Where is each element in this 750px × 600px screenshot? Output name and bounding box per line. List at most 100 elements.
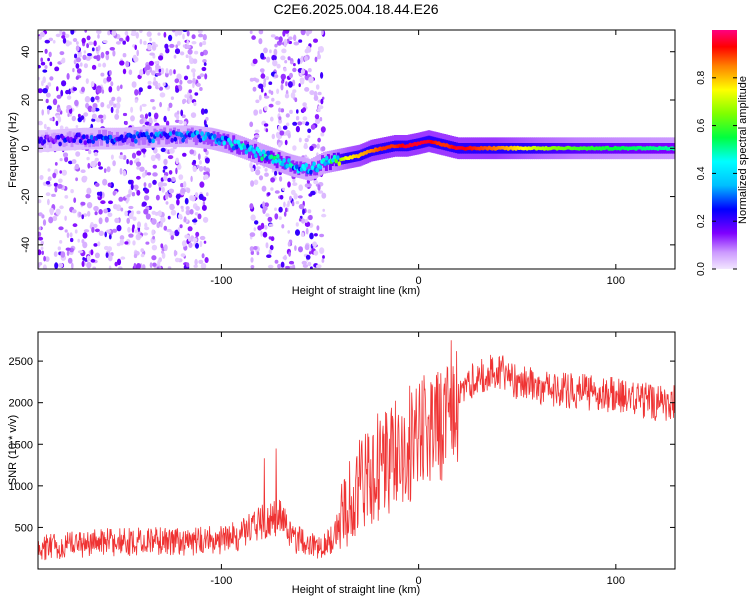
noise-speckle-304 [78, 211, 82, 218]
noise-speckle-1114 [253, 227, 256, 232]
noise-speckle-303 [66, 95, 72, 100]
ridge-cell--169.0 [83, 140, 88, 146]
noise-speckle-1282 [278, 206, 283, 213]
noise-speckle-1278 [304, 55, 308, 62]
noise-speckle-872 [73, 59, 77, 65]
noise-speckle-882 [41, 250, 44, 255]
noise-speckle-846 [62, 152, 69, 158]
noise-speckle-365 [102, 40, 108, 44]
noise-speckle-554 [86, 202, 93, 209]
noise-speckle-960 [304, 138, 309, 143]
noise-speckle-902 [140, 253, 145, 258]
noise-speckle-1152 [265, 76, 269, 81]
noise-speckle-854 [66, 105, 72, 110]
noise-speckle-87 [163, 115, 167, 123]
noise-speckle-824 [42, 69, 48, 73]
noise-speckle-162 [60, 89, 64, 97]
noise-speckle-1017 [264, 168, 268, 172]
noise-speckle-498 [160, 67, 165, 75]
noise-speckle-296 [87, 210, 91, 217]
noise-speckle-458 [152, 262, 157, 267]
noise-speckle-425 [41, 109, 44, 116]
noise-speckle-1117 [259, 68, 265, 73]
noise-speckle-1315 [273, 48, 278, 56]
noise-speckle-457 [204, 73, 208, 80]
ridge-cell--69.0 [280, 161, 285, 167]
noise-speckle-762 [201, 253, 205, 259]
noise-speckle-569 [194, 92, 199, 96]
noise-speckle-370 [162, 169, 166, 173]
noise-speckle-355 [176, 114, 180, 120]
noise-speckle-46 [95, 117, 101, 123]
noise-speckle-515 [199, 73, 205, 78]
noise-speckle-1025 [289, 109, 293, 114]
noise-speckle-473 [183, 216, 187, 223]
noise-speckle-1285 [310, 190, 316, 196]
ridge-band--185 [52, 132, 56, 144]
noise-speckle-476 [192, 77, 196, 84]
snr-ytick-label-2500: 2500 [9, 356, 33, 368]
ridge-band--113 [194, 134, 198, 146]
noise-speckle-1105 [293, 41, 300, 46]
noise-speckle-1065 [288, 260, 295, 265]
noise-speckle-886 [140, 248, 144, 253]
noise-speckle-726 [59, 205, 64, 210]
noise-speckle-685 [107, 212, 113, 218]
noise-speckle-1297 [309, 145, 314, 151]
noise-speckle-1348 [285, 265, 290, 269]
noise-speckle-542 [184, 94, 188, 98]
noise-speckle-350 [198, 193, 204, 200]
noise-speckle-1345 [250, 167, 255, 172]
noise-speckle-914 [56, 108, 62, 113]
ridge-cell--98.6 [222, 140, 226, 146]
noise-speckle-865 [96, 191, 101, 196]
noise-speckle-274 [84, 30, 87, 33]
ridge-cell--156.2 [108, 134, 113, 140]
noise-speckle-744 [133, 253, 138, 259]
noise-speckle-201 [122, 53, 127, 58]
ridge-cell--40.2 [337, 161, 342, 167]
noise-speckle-1323 [264, 95, 270, 99]
noise-speckle-527 [133, 184, 139, 190]
noise-speckle-1092 [270, 177, 275, 183]
noise-speckle-1279 [253, 246, 258, 250]
noise-speckle-752 [168, 170, 173, 175]
noise-speckle-104 [145, 241, 150, 245]
noise-speckle-843 [189, 149, 195, 155]
noise-speckle-768 [47, 176, 52, 182]
noise-speckle-638 [157, 32, 161, 36]
noise-speckle-951 [270, 34, 276, 38]
ridge-cell--46.6 [324, 155, 329, 161]
noise-speckle-352 [160, 177, 164, 182]
noise-speckle-298 [152, 80, 158, 86]
noise-speckle-428 [100, 72, 105, 77]
noise-speckle-511 [106, 76, 112, 82]
ridge-cell--134.6 [151, 138, 155, 144]
noise-speckle-714 [160, 216, 166, 223]
noise-speckle-435 [69, 41, 72, 45]
noise-speckle-620 [170, 96, 174, 100]
noise-speckle-255 [129, 160, 133, 166]
ridge-band--132 [157, 133, 161, 145]
noise-speckle-208 [51, 193, 56, 197]
ridge-cell--87.4 [244, 149, 249, 155]
noise-speckle-369 [194, 212, 199, 216]
noise-speckle-1227 [263, 123, 269, 127]
noise-speckle-1268 [308, 76, 314, 84]
noise-speckle-503 [49, 76, 54, 81]
noise-speckle-784 [114, 217, 120, 224]
noise-speckle-776 [136, 150, 142, 156]
noise-speckle-1012 [322, 255, 325, 259]
noise-speckle-60 [38, 249, 42, 256]
noise-speckle-39 [88, 149, 92, 155]
noise-speckle-1231 [260, 73, 266, 79]
noise-speckle-330 [71, 115, 77, 122]
noise-speckle-805 [65, 247, 71, 251]
noise-speckle-373 [168, 34, 173, 42]
noise-speckle-797 [151, 255, 157, 261]
ridge-band--91 [238, 144, 242, 155]
noise-speckle-281 [56, 94, 62, 99]
ridge-band--160 [102, 129, 106, 141]
noise-speckle-536 [146, 172, 152, 176]
noise-speckle-1331 [299, 79, 305, 85]
